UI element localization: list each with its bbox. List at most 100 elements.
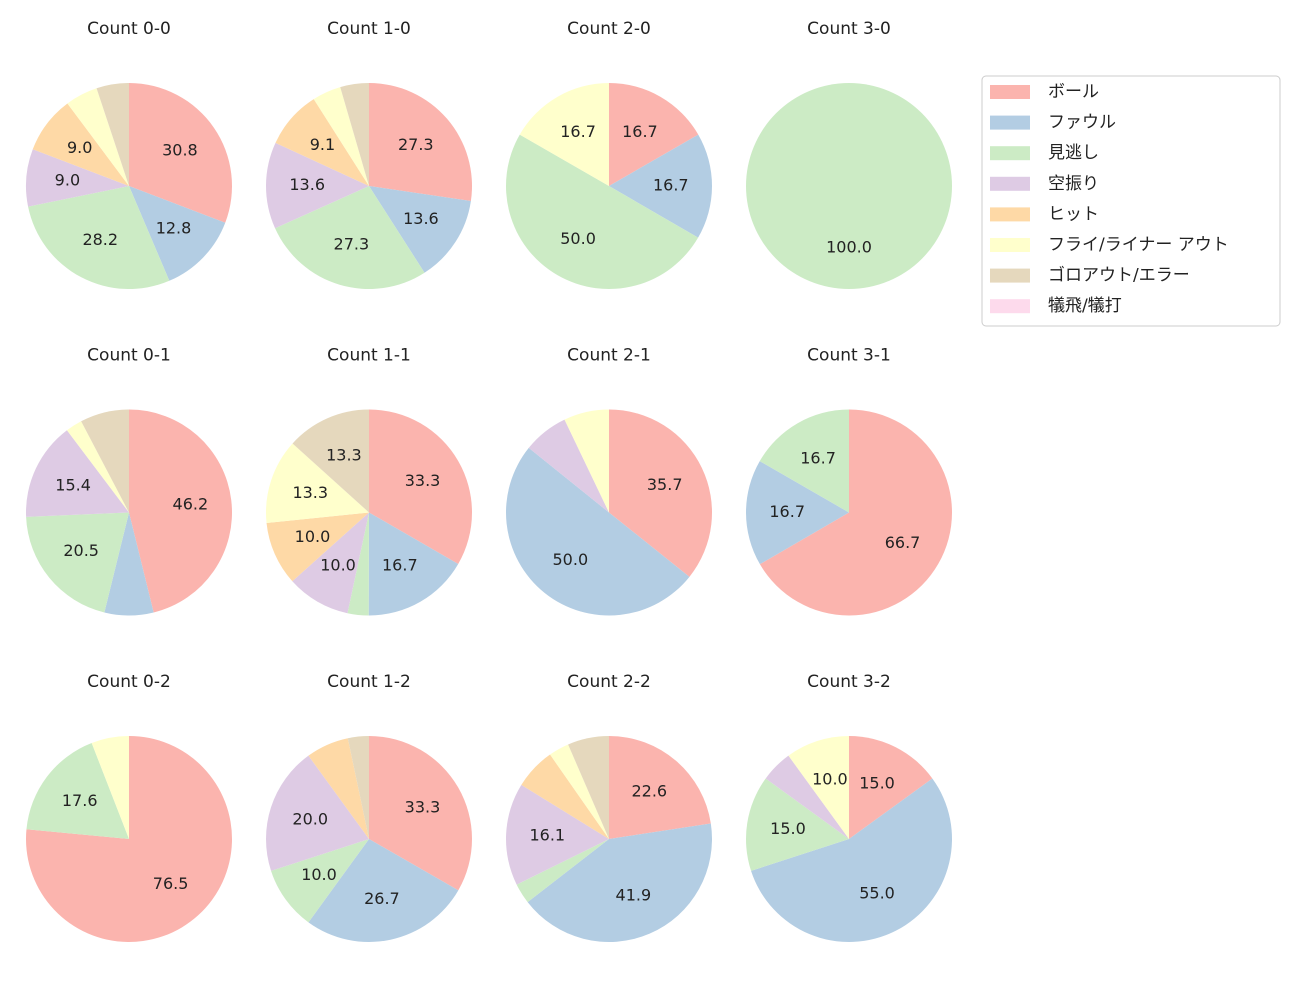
- pie-slice: [67, 88, 129, 186]
- data-label: 13.6: [289, 175, 325, 194]
- data-label: 15.0: [770, 819, 806, 838]
- legend-swatch: [990, 238, 1030, 252]
- data-label: 76.5: [153, 874, 189, 893]
- data-label: 16.7: [560, 122, 596, 141]
- pie-slice: [266, 512, 369, 582]
- pie-slice: [609, 134, 712, 238]
- data-label: 16.1: [529, 826, 565, 845]
- pie-title: Count 0-1: [87, 346, 171, 366]
- pie-slice: [26, 512, 129, 613]
- pie-slice: [368, 512, 459, 616]
- data-label: 10.0: [301, 865, 337, 884]
- pie-slice: [104, 512, 154, 616]
- pie-slice: [746, 778, 849, 871]
- legend-swatch: [990, 207, 1030, 222]
- pie-slice: [506, 447, 690, 616]
- pie-slice: [506, 784, 609, 885]
- pie-slice: [369, 186, 471, 273]
- pie-slice: [275, 99, 369, 186]
- pie-slice: [528, 419, 609, 513]
- pie-slice: [759, 409, 849, 513]
- legend-label: ボール: [1048, 82, 1099, 102]
- legend-box: [981, 75, 1281, 327]
- legend-label: 犠飛/犠打: [1048, 296, 1122, 316]
- pie-slice: [81, 409, 129, 513]
- data-label: 15.0: [859, 773, 895, 792]
- legend-swatch: [990, 146, 1030, 161]
- data-label: 28.2: [82, 230, 118, 249]
- data-label: 16.7: [653, 176, 689, 195]
- pie-slice: [266, 755, 369, 871]
- pie-slice: [129, 83, 232, 223]
- data-label: 10.0: [295, 527, 331, 546]
- pie-title: Count 2-0: [567, 19, 651, 39]
- pie-title: Count 2-2: [567, 672, 651, 692]
- pie-slice: [25, 149, 130, 207]
- pie-slice: [271, 839, 369, 923]
- pie-title: Count 2-1: [567, 346, 651, 366]
- pie-slice: [129, 409, 232, 613]
- pie-slice: [347, 512, 369, 616]
- pie-slice: [568, 736, 609, 839]
- pie-slice: [765, 755, 849, 839]
- pie-slice: [32, 103, 130, 186]
- data-label: 22.6: [631, 782, 667, 801]
- pie-slice: [751, 778, 953, 943]
- data-label: 9.0: [67, 138, 92, 157]
- data-label: 13.3: [292, 483, 328, 502]
- data-label: 100.0: [826, 237, 872, 256]
- legend-swatch: [990, 85, 1030, 99]
- pie-slice: [25, 430, 129, 517]
- data-label: 33.3: [405, 798, 441, 817]
- data-label: 9.1: [310, 135, 335, 154]
- legend-label: 空振り: [1048, 174, 1099, 194]
- pie-slice: [759, 409, 953, 616]
- pie-slice: [28, 186, 170, 289]
- pie-title: Count 3-2: [807, 672, 891, 692]
- data-label: 16.7: [769, 502, 805, 521]
- data-label: 13.6: [403, 209, 439, 228]
- data-label: 33.3: [405, 471, 441, 490]
- pie-slice: [275, 186, 425, 290]
- pie-slice: [609, 736, 711, 839]
- data-label: 26.7: [364, 889, 400, 908]
- pie-slice: [369, 409, 472, 564]
- legend-label: 見逃し: [1048, 143, 1099, 163]
- data-label: 15.4: [55, 476, 91, 495]
- data-label: 13.3: [326, 446, 362, 465]
- pie-slice: [609, 83, 699, 186]
- pie-slice: [292, 409, 369, 513]
- pie-title: Count 1-0: [327, 19, 411, 39]
- legend-swatch: [990, 115, 1030, 130]
- legend-swatch: [990, 299, 1030, 314]
- legend-label: ゴロアウト/エラー: [1048, 265, 1190, 286]
- data-label: 12.8: [156, 218, 192, 237]
- pie-slice: [521, 754, 609, 839]
- data-label: 27.3: [398, 135, 434, 154]
- pie-slice: [313, 87, 369, 186]
- data-label: 46.2: [173, 495, 209, 514]
- pie-slice: [746, 461, 849, 565]
- pie-slice: [26, 742, 130, 839]
- data-label: 41.9: [616, 885, 652, 904]
- legend-label: フライ/ライナー アウト: [1048, 235, 1229, 255]
- pie-title: Count 1-2: [327, 672, 411, 692]
- pie-slice: [849, 736, 933, 839]
- data-label: 55.0: [859, 884, 895, 903]
- data-label: 66.7: [885, 533, 921, 552]
- pie-slice: [564, 409, 609, 513]
- legend-label: ファウル: [1048, 113, 1116, 133]
- data-label: 16.7: [382, 556, 418, 575]
- data-label: 10.0: [320, 555, 356, 574]
- pie-slice: [266, 142, 369, 229]
- data-label: 30.8: [162, 140, 198, 159]
- pie-slice: [129, 186, 226, 281]
- pie-slice: [340, 83, 369, 186]
- pie-slice: [788, 736, 849, 839]
- pie-title: Count 0-0: [87, 19, 171, 39]
- pie-slice: [369, 83, 472, 202]
- pie-title: Count 3-1: [807, 346, 891, 366]
- data-label: 20.5: [63, 541, 99, 560]
- data-label: 10.0: [812, 770, 848, 789]
- pie-slice: [550, 744, 609, 839]
